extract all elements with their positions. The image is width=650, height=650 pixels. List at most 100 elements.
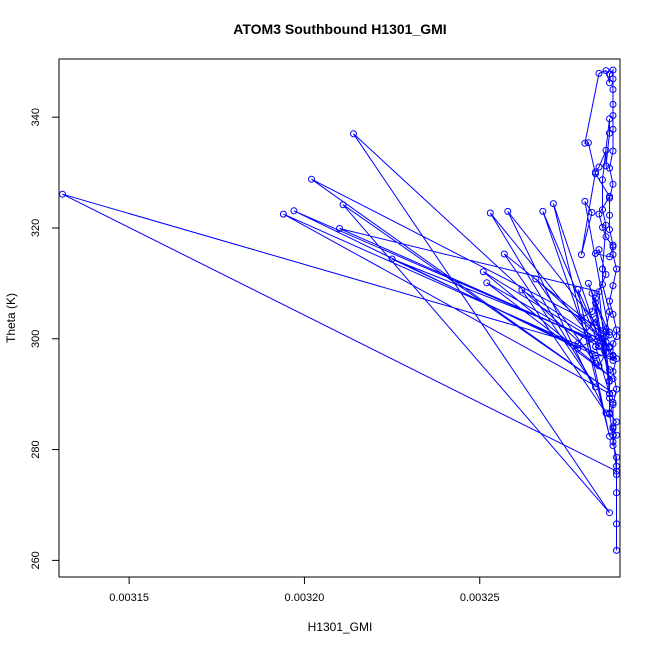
data-point: [609, 282, 617, 290]
data-point: [602, 162, 610, 170]
data-point: [336, 225, 343, 232]
data-point: [606, 308, 613, 316]
data-point: [613, 418, 620, 426]
data-point: [584, 279, 592, 287]
data-point: [606, 331, 613, 339]
data-point: [595, 334, 603, 342]
data-point: [592, 343, 599, 350]
data-point: [613, 520, 620, 528]
y-tick-label: 340: [30, 108, 42, 126]
data-point: [339, 201, 347, 209]
y-axis: 260 280 300 320 340: [30, 108, 59, 570]
data-point: [606, 432, 613, 440]
data-point: [592, 168, 599, 176]
data-point: [609, 353, 617, 360]
data-point: [581, 197, 589, 205]
data-point: [308, 175, 315, 183]
data-point: [609, 66, 617, 74]
x-tick-label: 0.00325: [460, 592, 500, 604]
x-tick-label: 0.00320: [285, 592, 325, 604]
data-point: [549, 200, 557, 208]
data-point: [595, 288, 603, 296]
data-point: [577, 251, 585, 259]
data-point: [588, 308, 596, 316]
data-point: [602, 332, 610, 340]
data-point: [606, 115, 613, 123]
data-point: [602, 349, 610, 357]
data-point: [606, 390, 613, 398]
data-point: [609, 125, 617, 133]
data-point: [602, 409, 610, 417]
data-point: [609, 425, 617, 432]
data-point: [532, 275, 540, 283]
data-point: [350, 130, 357, 138]
x-axis-label: H1301_GMI: [308, 620, 373, 634]
data-point: [592, 299, 599, 307]
data-point: [504, 207, 512, 215]
x-axis: 0.00315 0.00320 0.00325: [109, 577, 500, 604]
data-point: [613, 333, 620, 341]
data-point: [592, 351, 599, 359]
data-point: [609, 86, 617, 93]
data-point: [609, 438, 617, 446]
data-point: [609, 251, 617, 259]
data-point: [599, 265, 606, 273]
data-point: [606, 211, 613, 219]
data-point: [592, 315, 599, 323]
data-point: [574, 344, 582, 352]
data-point: [609, 389, 617, 397]
data-point: [606, 366, 613, 374]
data-point: [606, 394, 613, 402]
data-point: [613, 467, 620, 475]
data-point: [599, 223, 606, 231]
data-point: [599, 206, 606, 214]
data-point: [606, 226, 613, 234]
data-point: [613, 431, 620, 439]
data-point: [609, 243, 617, 251]
series-point-group: [59, 66, 620, 554]
data-point: [602, 325, 610, 333]
y-tick-label: 320: [30, 219, 42, 237]
data-point: [588, 209, 596, 216]
data-point: [606, 410, 613, 418]
data-point: [613, 489, 620, 497]
data-point: [581, 139, 589, 147]
data-point: [609, 180, 617, 188]
data-point: [592, 359, 599, 367]
data-point: [609, 442, 617, 450]
data-point: [606, 129, 613, 137]
data-point: [602, 271, 610, 278]
data-point: [602, 221, 610, 229]
data-point: [290, 207, 298, 215]
y-tick-label: 280: [30, 440, 42, 458]
data-point: [595, 69, 603, 77]
data-point: [574, 286, 582, 293]
data-point: [613, 453, 620, 461]
series-line: [62, 68, 618, 551]
data-point: [483, 279, 491, 287]
data-point: [613, 462, 620, 470]
data-point: [609, 368, 617, 375]
data-point: [602, 344, 610, 352]
data-point: [584, 139, 592, 147]
data-point: [609, 401, 617, 409]
data-point: [592, 383, 599, 391]
data-point: [588, 350, 596, 358]
data-point: [539, 207, 547, 215]
data-point: [486, 209, 494, 217]
data-point: [588, 289, 596, 297]
data-point: [613, 385, 620, 393]
data-point: [606, 164, 613, 172]
data-point: [592, 250, 599, 257]
data-point: [613, 265, 620, 273]
chart-title: ATOM3 Southbound H1301_GMI: [233, 21, 446, 37]
data-point: [602, 67, 610, 75]
data-point: [606, 79, 613, 87]
y-tick-label: 260: [30, 551, 42, 569]
data-point: [479, 268, 487, 276]
data-point: [609, 75, 617, 83]
data-point: [599, 176, 606, 184]
data-point: [609, 147, 617, 155]
data-point: [606, 253, 613, 261]
